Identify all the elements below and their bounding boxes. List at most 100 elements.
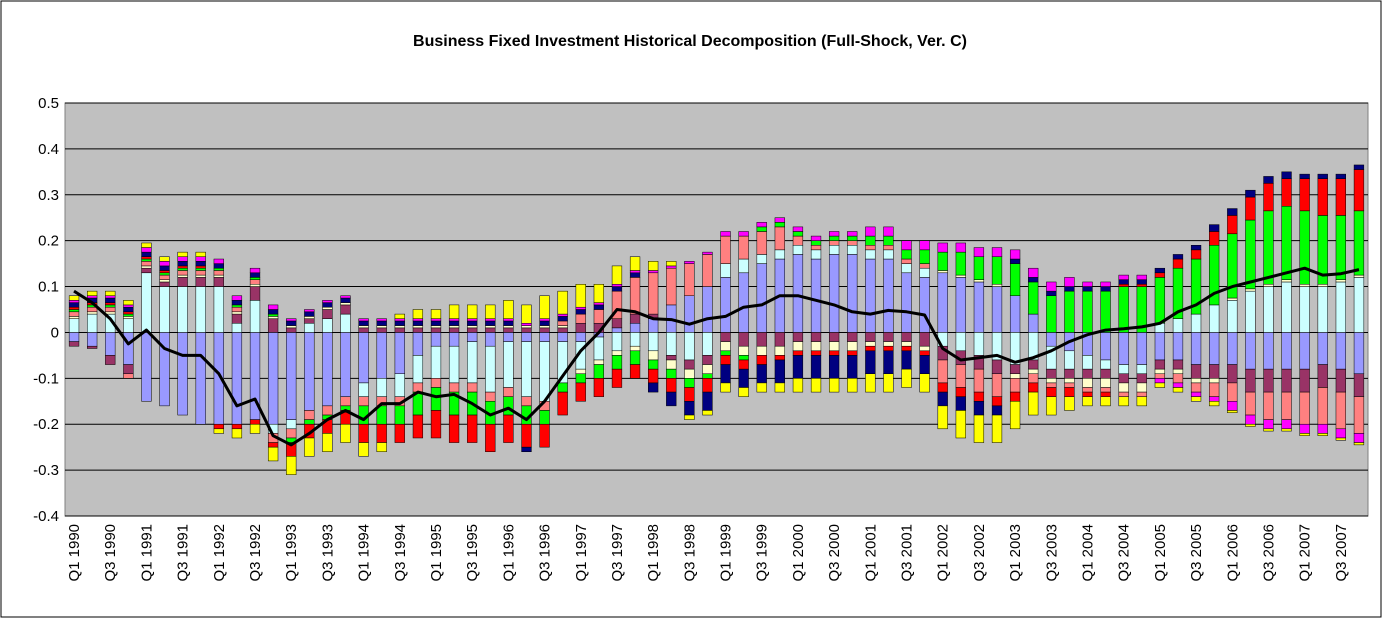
bar-segment — [394, 332, 405, 374]
bar-segment — [1154, 373, 1166, 379]
bar-segment — [720, 277, 731, 333]
bar-segment — [973, 368, 985, 393]
x-tick-label: Q3 1998 — [681, 524, 698, 582]
bar-segment — [684, 295, 695, 333]
bar-segment — [539, 341, 550, 402]
bar-segment — [901, 272, 912, 333]
bar-segment — [1046, 382, 1057, 388]
bar-segment — [1009, 401, 1021, 430]
bar-segment — [1263, 428, 1274, 432]
bar-segment — [919, 332, 930, 347]
bar-segment — [629, 364, 641, 379]
bar-segment — [901, 341, 912, 347]
bar-segment — [1335, 173, 1346, 179]
bar-segment — [1028, 281, 1039, 315]
bar-segment — [629, 332, 641, 347]
bar-segment — [847, 254, 858, 333]
bar-segment — [539, 332, 550, 342]
bar-segment — [1209, 378, 1220, 384]
bar-segment — [1190, 313, 1202, 333]
x-tick-label: Q3 1996 — [537, 524, 554, 582]
bar-segment — [159, 281, 170, 287]
bar-segment — [1227, 297, 1238, 301]
bar-segment — [611, 355, 623, 370]
bar-segment — [1190, 245, 1202, 251]
bar-segment — [702, 286, 713, 333]
bar-segment — [213, 263, 224, 269]
bar-segment — [177, 261, 188, 267]
bar-segment — [792, 378, 804, 393]
bar-segment — [1046, 378, 1057, 384]
bar-segment — [1082, 396, 1093, 407]
bar-segment — [991, 359, 1003, 374]
bar-segment — [448, 325, 460, 329]
bar-segment — [68, 302, 80, 308]
bar-segment — [1009, 391, 1021, 402]
bar-segment — [195, 274, 206, 278]
bar-segment — [1299, 433, 1310, 436]
bar-segment — [1299, 178, 1310, 212]
bar-segment — [973, 281, 985, 333]
bar-segment — [1046, 295, 1057, 333]
bar-segment — [358, 423, 369, 443]
bar-segment — [430, 410, 442, 439]
bar-segment — [1353, 396, 1365, 434]
bar-segment — [973, 401, 985, 416]
bar-segment — [141, 265, 152, 269]
bar-segment — [177, 286, 188, 333]
bar-segment — [1317, 178, 1328, 216]
bar-segment — [1136, 279, 1147, 285]
bar-segment — [503, 325, 514, 329]
bar-segment — [1227, 401, 1238, 411]
bar-segment — [430, 325, 442, 329]
x-tick-label: Q3 1997 — [609, 524, 626, 582]
bar-segment — [865, 245, 876, 251]
bar-segment — [448, 345, 460, 384]
bar-segment — [1299, 368, 1310, 393]
bar-segment — [648, 261, 659, 271]
bar-segment — [358, 327, 369, 333]
x-tick-label: Q1 2006 — [1224, 524, 1241, 582]
bar-segment — [1172, 332, 1184, 361]
bar-segment — [322, 300, 333, 303]
bar-segment — [503, 387, 514, 397]
bar-segment — [1046, 368, 1057, 379]
bar-segment — [575, 373, 586, 384]
bar-segment — [702, 355, 713, 365]
bar-segment — [267, 332, 279, 425]
bar-segment — [575, 368, 586, 374]
bar-segment — [575, 306, 586, 310]
bar-segment — [249, 419, 261, 425]
bar-segment — [1100, 290, 1111, 333]
x-tick-label: Q3 2000 — [826, 524, 843, 582]
bar-segment — [521, 325, 532, 329]
bar-segment — [593, 284, 605, 303]
bar-segment — [1317, 286, 1328, 333]
bar-segment — [1245, 423, 1256, 427]
bar-segment — [1353, 277, 1365, 333]
bar-segment — [503, 300, 514, 319]
bar-segment — [1009, 263, 1021, 296]
bar-segment — [1009, 364, 1021, 374]
bar-segment — [1335, 281, 1346, 333]
bar-segment — [68, 309, 80, 313]
bar-segment — [1317, 364, 1328, 388]
bar-segment — [286, 428, 297, 439]
bar-segment — [105, 295, 116, 299]
bar-segment — [774, 355, 785, 361]
bar-segment — [141, 242, 152, 248]
bar-segment — [87, 345, 98, 349]
bar-segment — [1263, 286, 1274, 333]
bar-segment — [1263, 176, 1274, 184]
bar-segment — [1028, 267, 1039, 278]
bar-segment — [828, 245, 840, 255]
bar-segment — [883, 341, 894, 347]
x-tick-label: Q3 1995 — [464, 524, 481, 582]
bar-segment — [485, 332, 496, 347]
bar-segment — [756, 364, 767, 384]
bar-segment — [68, 295, 80, 301]
bar-segment — [1028, 382, 1039, 393]
bar-segment — [376, 320, 387, 326]
bar-segment — [991, 256, 1003, 285]
bar-segment — [810, 235, 822, 241]
